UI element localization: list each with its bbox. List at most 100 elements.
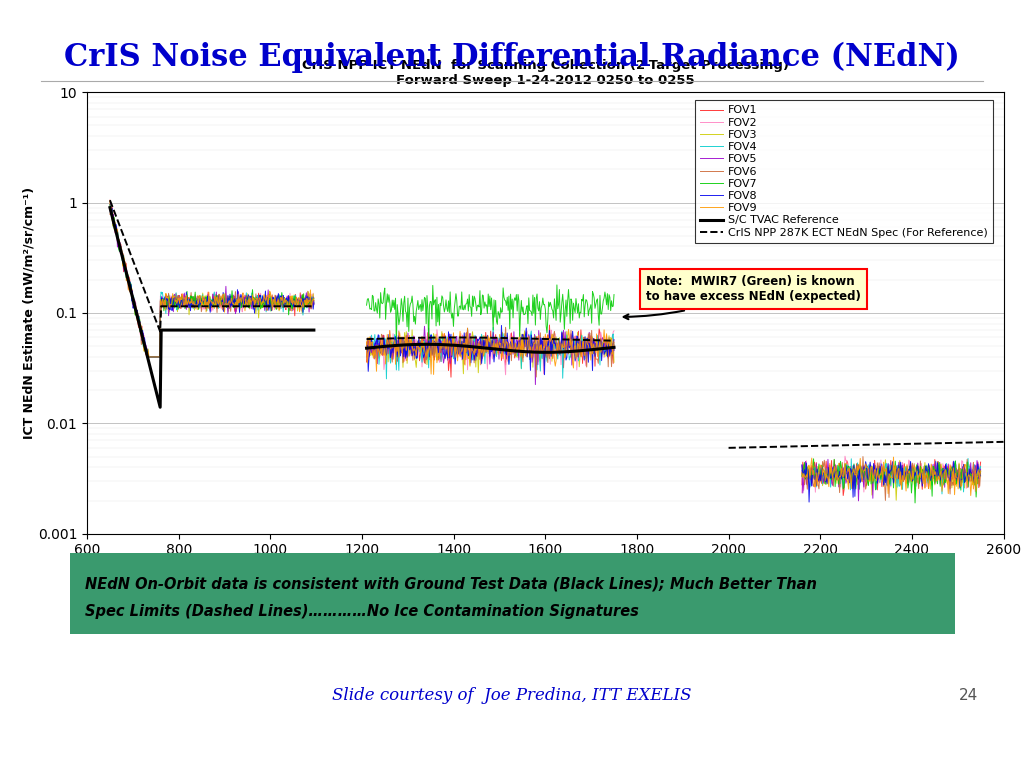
FOV7 [308, 294, 321, 303]
FOV9 [308, 296, 321, 305]
Line: FOV1: FOV1 [110, 200, 314, 357]
FOV8 [103, 206, 116, 215]
FOV3 [308, 299, 321, 308]
FOV3 [104, 204, 117, 214]
FOV5 [230, 306, 243, 316]
FOV5 [290, 293, 302, 302]
S/C TVAC Reference [299, 326, 311, 335]
Text: Slide courtesy of  Joe Predina, ITT EXELIS: Slide courtesy of Joe Predina, ITT EXELI… [332, 687, 692, 703]
FOV9 [226, 300, 239, 309]
FOV9 [104, 203, 117, 212]
FOV3 [141, 353, 154, 362]
S/C TVAC Reference [159, 326, 171, 335]
S/C TVAC Reference [154, 402, 166, 412]
FOV7 [142, 353, 155, 362]
FOV9 [278, 297, 290, 306]
FOV2 [103, 196, 116, 205]
FOV7 [104, 205, 117, 214]
FOV5 [105, 208, 118, 217]
Text: NEdN On-Orbit data is consistent with Ground Test Data (Black Lines); Much Bette: NEdN On-Orbit data is consistent with Gr… [85, 576, 817, 591]
FOV4 [140, 353, 153, 362]
S/C TVAC Reference [112, 236, 124, 245]
FOV1 [103, 196, 116, 205]
S/C TVAC Reference [292, 326, 304, 335]
FOV8 [104, 208, 117, 217]
FOV2 [225, 302, 238, 311]
FOV5 [226, 292, 239, 301]
FOV2 [276, 296, 289, 306]
FOV6 [290, 293, 302, 302]
FOV5 [141, 353, 154, 362]
FOV8 [290, 296, 302, 306]
FOV1 [276, 299, 289, 308]
FOV3 [103, 197, 116, 206]
Line: FOV3: FOV3 [110, 201, 314, 357]
FOV2 [290, 295, 302, 304]
FOV7 [229, 299, 242, 308]
Text: CrIS Noise Equivalent Differential Radiance (NEdN): CrIS Noise Equivalent Differential Radia… [65, 42, 959, 74]
FOV8 [230, 298, 243, 307]
FOV4 [276, 295, 289, 304]
FOV2 [104, 207, 117, 216]
FOV8 [308, 299, 321, 308]
FOV7 [103, 200, 116, 210]
FOV2 [229, 297, 242, 306]
FOV6 [230, 303, 243, 313]
CrIS NPP 287K ECT NEdN Spec (For Reference) [159, 302, 171, 311]
Line: FOV8: FOV8 [110, 208, 314, 357]
FOV9 [226, 297, 239, 306]
FOV6 [140, 353, 153, 362]
FOV8 [226, 301, 239, 310]
CrIS NPP 287K ECT NEdN Spec (For Reference) [116, 228, 128, 237]
FOV6 [278, 296, 290, 305]
FOV5 [308, 300, 321, 309]
Line: FOV7: FOV7 [110, 205, 314, 357]
FOV9 [105, 204, 118, 213]
Line: CrIS NPP 287K ECT NEdN Spec (For Reference): CrIS NPP 287K ECT NEdN Spec (For Referen… [110, 200, 314, 332]
FOV8 [278, 291, 290, 300]
FOV6 [226, 295, 239, 304]
FOV8 [226, 300, 239, 309]
Title: CrIS NPP ICT NEdN  for Scanning Collection (2-Target Processing)
Forward Sweep 1: CrIS NPP ICT NEdN for Scanning Collectio… [302, 59, 788, 87]
FOV3 [226, 297, 239, 306]
X-axis label: Wavenumber (cm⁻¹): Wavenumber (cm⁻¹) [460, 563, 631, 578]
S/C TVAC Reference [116, 252, 128, 261]
FOV1 [290, 290, 302, 299]
FOV4 [225, 296, 238, 306]
Y-axis label: ICT NEdN Estimate (mW/m²/sr/cm⁻¹): ICT NEdN Estimate (mW/m²/sr/cm⁻¹) [23, 187, 35, 439]
FOV5 [104, 199, 117, 208]
FOV7 [226, 286, 239, 296]
FOV6 [103, 210, 116, 219]
S/C TVAC Reference [308, 326, 321, 335]
Text: Spec Limits (Dashed Lines)…………No Ice Contamination Signatures: Spec Limits (Dashed Lines)…………No Ice Con… [85, 604, 639, 618]
Line: S/C TVAC Reference: S/C TVAC Reference [110, 207, 314, 407]
FOV1 [229, 293, 242, 303]
FOV3 [290, 296, 302, 305]
CrIS NPP 287K ECT NEdN Spec (For Reference) [299, 302, 311, 311]
FOV2 [226, 296, 239, 305]
Line: FOV4: FOV4 [110, 207, 314, 357]
FOV8 [105, 204, 118, 213]
Line: FOV5: FOV5 [110, 204, 314, 357]
Text: Note:  MWIR7 (Green) is known
to have excess NEdN (expected): Note: MWIR7 (Green) is known to have exc… [624, 276, 861, 319]
FOV1 [308, 296, 321, 305]
CrIS NPP 287K ECT NEdN Spec (For Reference) [141, 295, 154, 304]
FOV4 [308, 298, 321, 307]
CrIS NPP 287K ECT NEdN Spec (For Reference) [292, 302, 304, 311]
FOV4 [290, 290, 302, 300]
FOV7 [290, 293, 302, 302]
FOV9 [141, 353, 154, 362]
FOV4 [229, 303, 242, 313]
S/C TVAC Reference [141, 354, 154, 363]
FOV2 [308, 300, 321, 309]
FOV4 [226, 298, 239, 307]
FOV6 [105, 210, 118, 220]
FOV1 [225, 297, 238, 306]
Line: FOV9: FOV9 [110, 207, 314, 357]
FOV4 [103, 202, 116, 211]
FOV3 [229, 293, 242, 302]
FOV6 [104, 207, 117, 216]
S/C TVAC Reference [103, 203, 116, 212]
FOV7 [276, 293, 289, 302]
FOV1 [142, 353, 155, 362]
